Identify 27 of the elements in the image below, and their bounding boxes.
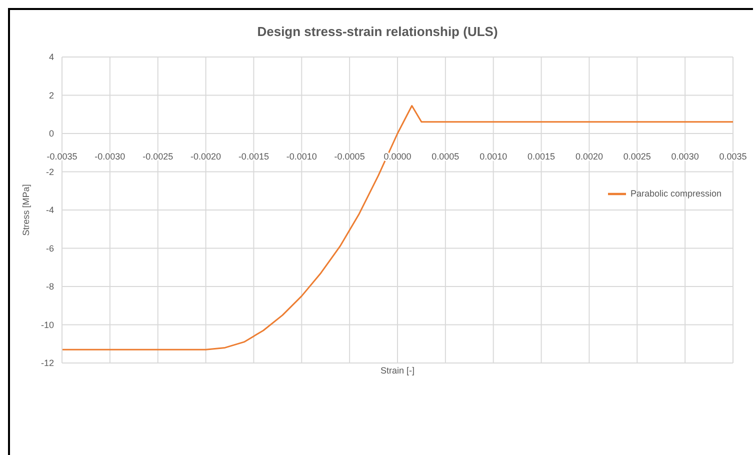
y-tick-label: -4 xyxy=(46,205,54,216)
legend-label: Parabolic compression xyxy=(630,188,722,198)
x-tick-label: -0.0010 xyxy=(286,151,317,162)
x-tick-label: 0.0030 xyxy=(671,151,699,162)
x-tick-label: -0.0025 xyxy=(142,151,174,162)
y-tick-label: 2 xyxy=(48,90,54,100)
x-tick-label: 0.0025 xyxy=(623,151,651,162)
y-tick-label: -8 xyxy=(46,282,54,292)
x-tick-label: -0.0020 xyxy=(190,151,222,162)
x-tick-label: -0.0005 xyxy=(334,151,365,162)
x-tick-label: -0.0035 xyxy=(46,151,78,162)
y-tick-label: 4 xyxy=(48,52,54,62)
y-tick-label: 0 xyxy=(48,128,54,139)
x-tick-label: 0.0010 xyxy=(480,151,508,162)
x-tick-label: 0.0005 xyxy=(432,151,460,162)
x-tick-label: 0.0035 xyxy=(719,151,747,162)
x-tick-label: -0.0015 xyxy=(238,151,269,162)
y-tick-label: -10 xyxy=(40,320,54,330)
x-tick-label: 0.0020 xyxy=(575,151,603,162)
x-tick-label: -0.0030 xyxy=(94,151,126,162)
y-axis-title: Stress [MPa] xyxy=(21,184,32,236)
y-tick-label: -2 xyxy=(46,166,54,177)
x-axis-title: Strain [-] xyxy=(380,365,415,376)
chart-title: Design stress-strain relationship (ULS) xyxy=(256,24,499,39)
y-tick-label: -12 xyxy=(40,358,54,368)
x-tick-label: 0.0015 xyxy=(528,151,556,162)
y-tick-label: -6 xyxy=(46,243,54,254)
